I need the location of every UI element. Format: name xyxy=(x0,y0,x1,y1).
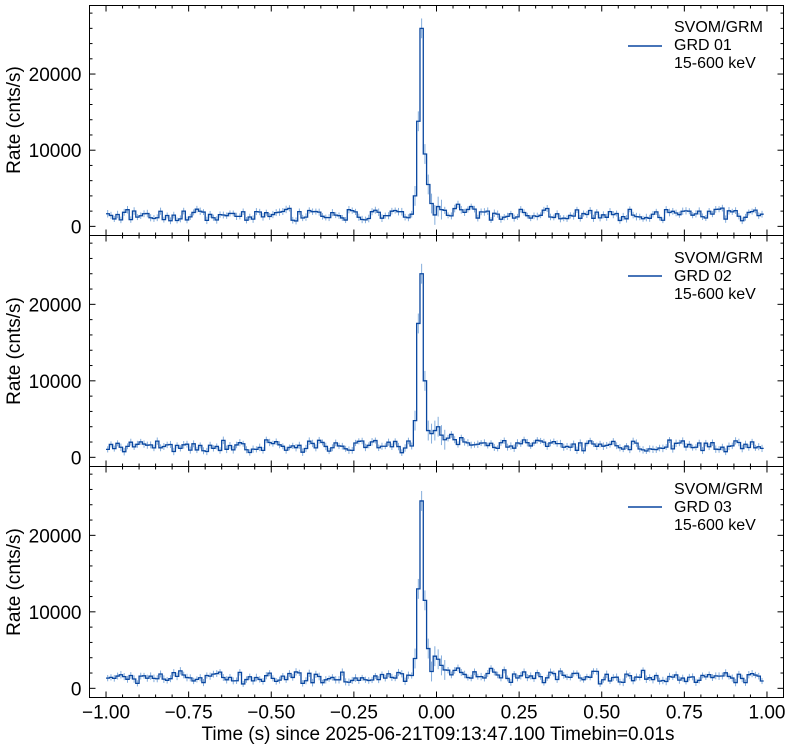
panel-grd-02: 0 10000 20000 Rate (cnts/s) SVOM/GRM GRD 0… xyxy=(4,235,784,469)
x-tick-label: 1.00 xyxy=(748,703,785,724)
y-tick-label: 20000 xyxy=(29,295,82,316)
x-tick-label: 0.00 xyxy=(418,703,455,724)
legend-energy-range: 15-600 keV xyxy=(674,55,756,72)
legend: SVOM/GRM GRD 02 15-600 keV xyxy=(628,250,763,303)
y-tick-label: 0 xyxy=(71,217,82,238)
x-tick-label: 0.50 xyxy=(583,703,620,724)
y-axis-label: Rate (cnts/s) xyxy=(4,528,25,636)
x-tick-label: −0.50 xyxy=(247,703,295,724)
legend-series-name: GRD 02 xyxy=(674,268,732,285)
legend-series-name: GRD 01 xyxy=(674,37,732,54)
legend-instrument: SVOM/GRM xyxy=(674,250,763,267)
x-axis-label: Time (s) since 2025-06-21T09:13:47.100 T… xyxy=(202,724,675,745)
y-tick-label: 0 xyxy=(71,448,82,469)
y-axis-label: Rate (cnts/s) xyxy=(4,297,25,405)
y-tick-label: 20000 xyxy=(29,526,82,547)
legend: SVOM/GRM GRD 01 15-600 keV xyxy=(628,19,763,72)
x-tick-label: −0.75 xyxy=(165,703,213,724)
legend: SVOM/GRM GRD 03 15-600 keV xyxy=(628,481,763,534)
y-tick-label: 10000 xyxy=(29,141,82,162)
legend-instrument: SVOM/GRM xyxy=(674,19,763,36)
panel-grd-01: 0 10000 20000 Rate (cnts/s) SVOM/GRM GRD 0… xyxy=(4,5,784,238)
panel-grd-03: 0 10000 20000 −1.00 −0.75 −0.50 −0.25 0.00 0.25… xyxy=(4,466,785,745)
legend-series-name: GRD 03 xyxy=(674,499,732,516)
light-curve-line xyxy=(106,273,764,454)
y-axis-label: Rate (cnts/s) xyxy=(4,66,25,174)
x-tick-label: −1.00 xyxy=(82,703,130,724)
light-curve-line xyxy=(106,500,764,685)
x-tick-label: −0.25 xyxy=(330,703,378,724)
y-tick-label: 10000 xyxy=(29,603,82,624)
legend-energy-range: 15-600 keV xyxy=(674,286,756,303)
light-curve-line xyxy=(106,27,764,222)
x-tick-label: 0.25 xyxy=(501,703,538,724)
legend-energy-range: 15-600 keV xyxy=(674,517,756,534)
x-tick-label: 0.75 xyxy=(666,703,703,724)
y-tick-label: 10000 xyxy=(29,372,82,393)
y-tick-label: 0 xyxy=(71,679,82,700)
y-tick-label: 20000 xyxy=(29,65,82,86)
legend-instrument: SVOM/GRM xyxy=(674,481,763,498)
